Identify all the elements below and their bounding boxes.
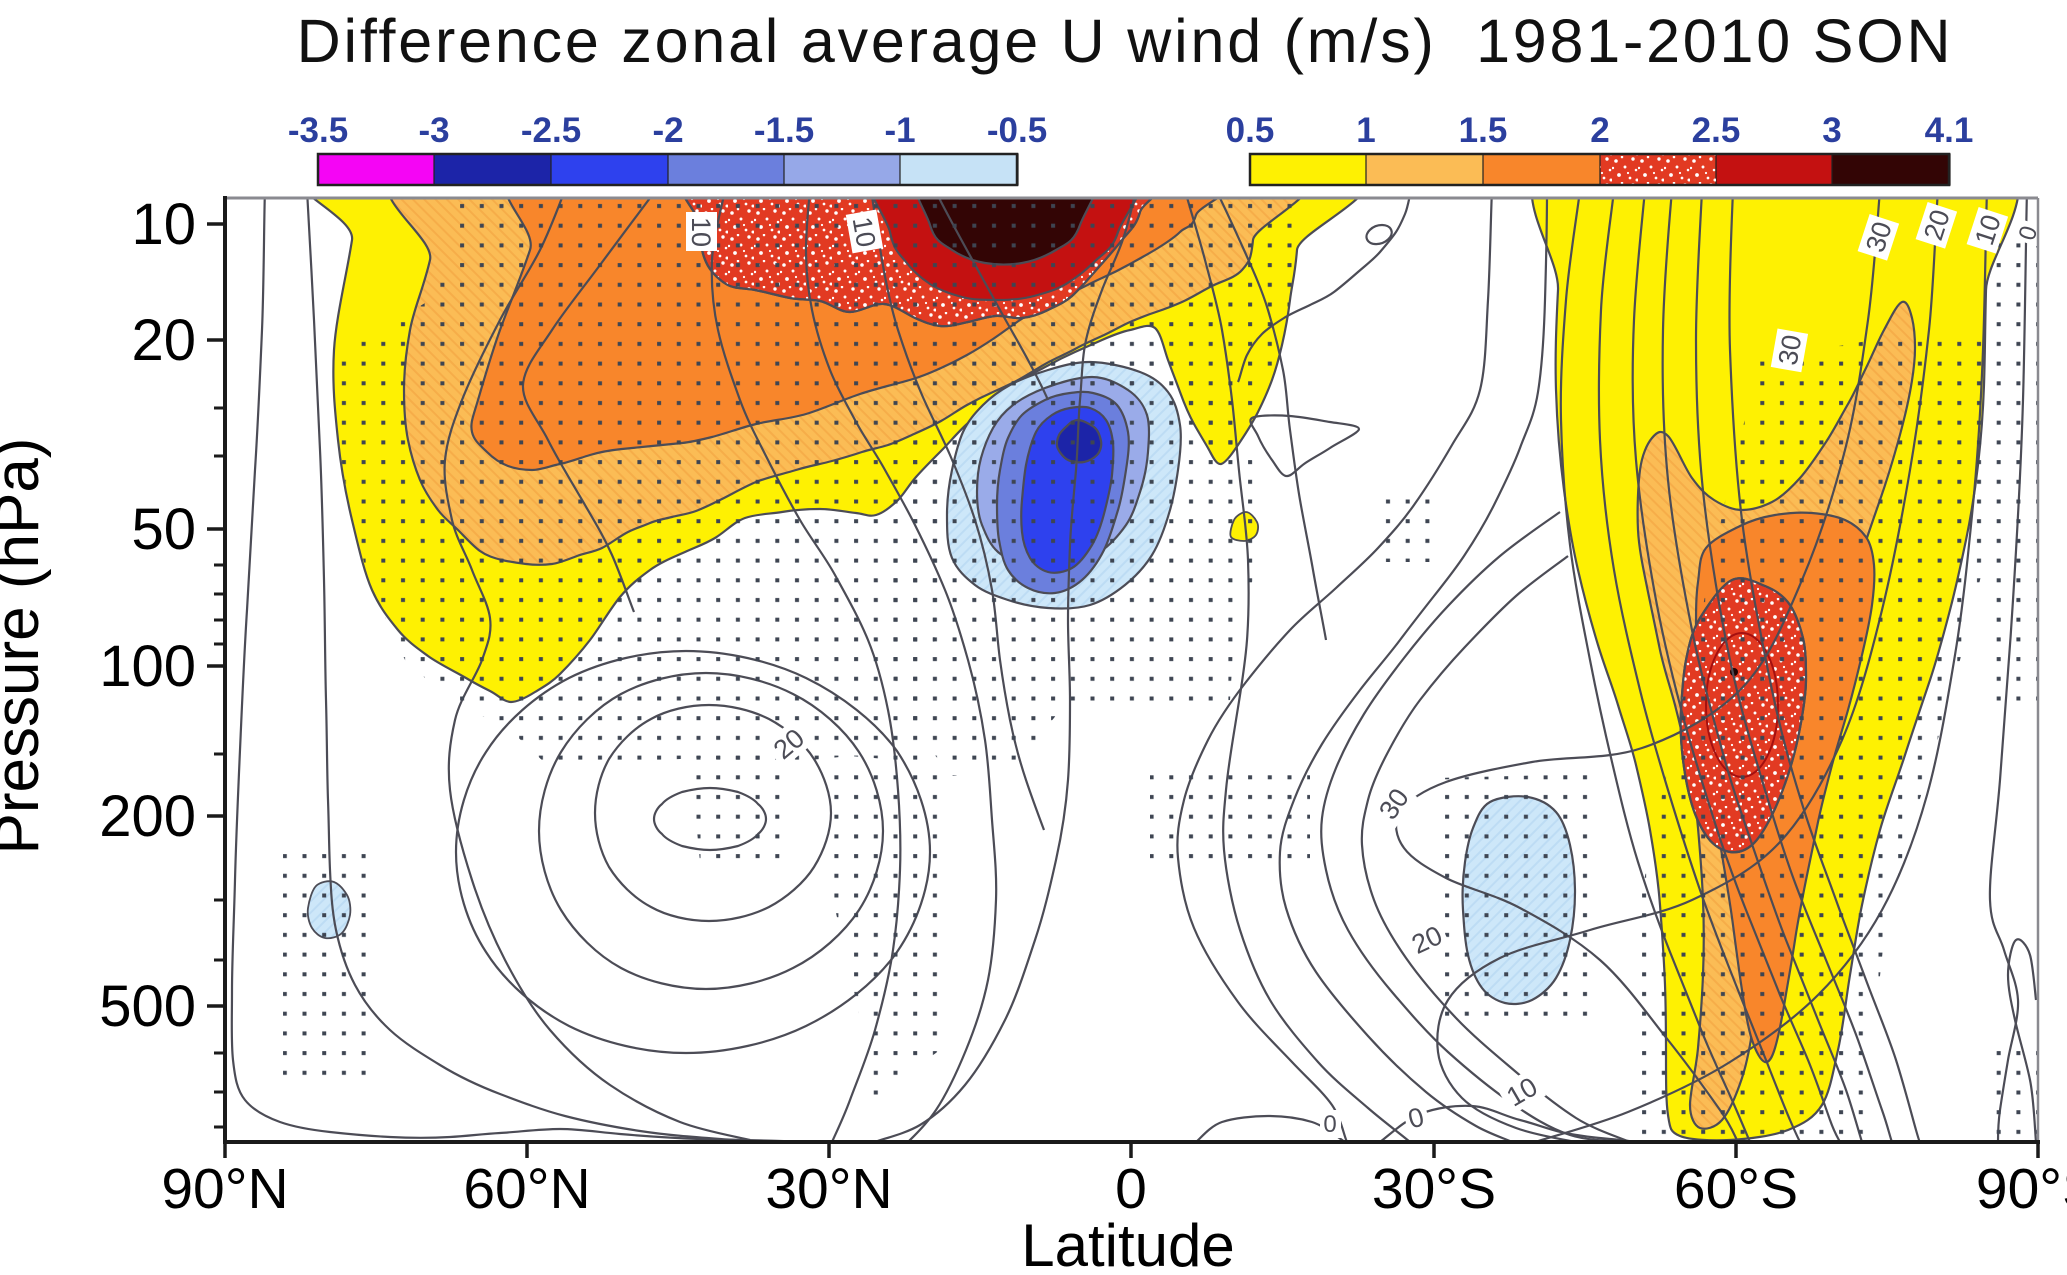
svg-text:2.5: 2.5 [1692,111,1741,150]
svg-text:-2: -2 [652,111,683,150]
svg-text:90°S: 90°S [1976,1157,2067,1221]
svg-text:-1: -1 [884,111,915,150]
svg-text:4.1: 4.1 [1925,111,1974,150]
svg-text:50: 50 [131,497,196,562]
svg-text:100: 100 [99,634,196,699]
svg-text:10: 10 [131,192,196,257]
svg-text:Latitude: Latitude [1021,1212,1235,1275]
svg-text:-3: -3 [418,111,449,150]
svg-text:20: 20 [131,308,196,373]
svg-text:30°S: 30°S [1372,1157,1496,1221]
svg-text:0: 0 [1323,1111,1336,1138]
svg-text:500: 500 [99,974,196,1039]
svg-text:-2.5: -2.5 [521,111,581,150]
svg-text:60°N: 60°N [463,1157,590,1221]
svg-text:3: 3 [1822,111,1841,150]
svg-text:0.5: 0.5 [1226,111,1275,150]
svg-text:0: 0 [1405,1102,1427,1135]
svg-text:Difference zonal average U win: Difference zonal average U wind (m/s) 19… [297,7,1954,75]
svg-text:1: 1 [1356,111,1375,150]
svg-text:30: 30 [1773,333,1808,368]
svg-text:Pressure (hPa): Pressure (hPa) [0,438,52,855]
svg-text:90°N: 90°N [161,1157,288,1221]
svg-text:0: 0 [1115,1157,1147,1221]
svg-text:-1.5: -1.5 [754,111,814,150]
svg-text:30°N: 30°N [765,1157,892,1221]
svg-text:60°S: 60°S [1674,1157,1798,1221]
svg-text:200: 200 [99,784,196,849]
svg-text:-3.5: -3.5 [288,111,348,150]
svg-text:10: 10 [847,215,882,250]
svg-text:2: 2 [1590,111,1609,150]
svg-text:1.5: 1.5 [1459,111,1508,150]
svg-text:10: 10 [686,217,716,247]
svg-text:-0.5: -0.5 [987,111,1047,150]
